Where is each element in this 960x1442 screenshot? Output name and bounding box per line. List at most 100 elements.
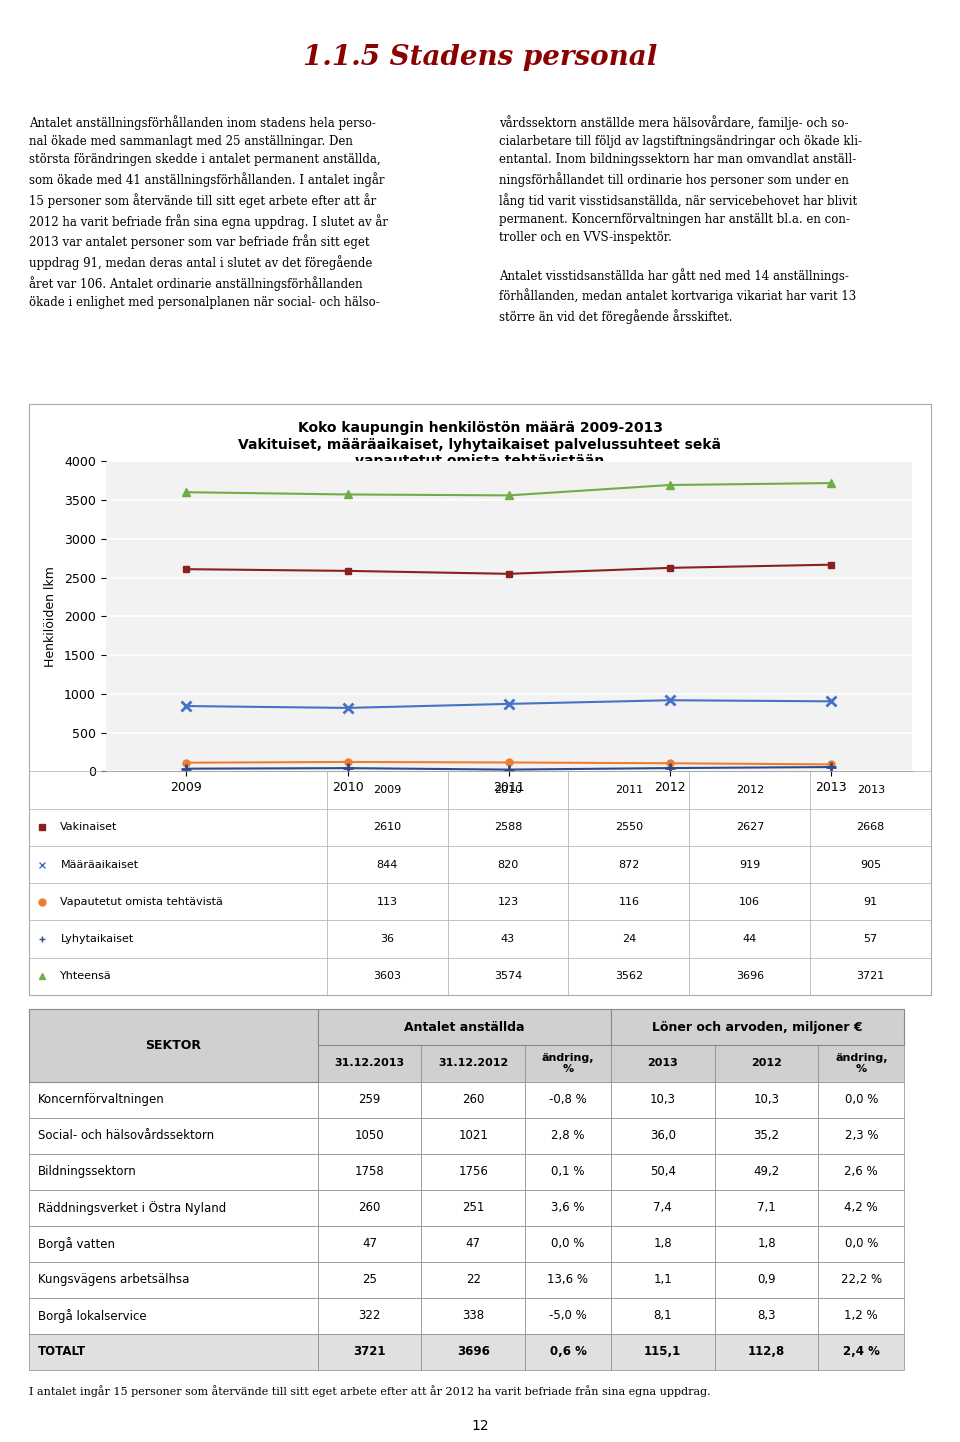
Text: 3721: 3721	[856, 972, 885, 982]
Bar	[29, 1262, 318, 1298]
Bar	[29, 1190, 318, 1226]
Text: 47: 47	[362, 1237, 377, 1250]
Bar	[818, 1082, 904, 1118]
Bar	[611, 1154, 714, 1190]
Text: 36: 36	[380, 934, 394, 945]
Bar	[818, 1190, 904, 1226]
Text: Bildningssektorn: Bildningssektorn	[37, 1165, 136, 1178]
Text: 0,1 %: 0,1 %	[551, 1165, 585, 1178]
Bar	[29, 1334, 318, 1370]
Bar	[714, 1334, 818, 1370]
Text: 2,3 %: 2,3 %	[845, 1129, 878, 1142]
Text: 2010: 2010	[493, 784, 522, 795]
Text: 25: 25	[362, 1273, 377, 1286]
Text: 106: 106	[739, 897, 760, 907]
Text: 2,4 %: 2,4 %	[843, 1345, 879, 1358]
Bar	[318, 1262, 421, 1298]
Bar	[714, 1298, 818, 1334]
Text: 8,3: 8,3	[757, 1309, 776, 1322]
Bar	[611, 1298, 714, 1334]
Text: 844: 844	[376, 859, 397, 870]
Text: Yhteensä: Yhteensä	[60, 972, 112, 982]
Bar	[714, 1045, 818, 1082]
Text: 2012: 2012	[751, 1058, 782, 1069]
Text: 1050: 1050	[354, 1129, 384, 1142]
Text: -5,0 %: -5,0 %	[549, 1309, 587, 1322]
Text: 1,2 %: 1,2 %	[845, 1309, 878, 1322]
Text: 0,6 %: 0,6 %	[549, 1345, 587, 1358]
Bar	[818, 1009, 904, 1045]
Text: Koncernförvaltningen: Koncernförvaltningen	[37, 1093, 164, 1106]
Text: Vakinaiset: Vakinaiset	[60, 822, 118, 832]
Text: I antalet ingår 15 personer som återvände till sitt eget arbete efter att år 201: I antalet ingår 15 personer som återvänd…	[29, 1386, 710, 1397]
Text: Borgå lokalservice: Borgå lokalservice	[37, 1309, 147, 1322]
Bar	[29, 1009, 318, 1082]
Text: Antalet anställningsförhållanden inom stadens hela perso-
nal ökade med sammanla: Antalet anställningsförhållanden inom st…	[29, 115, 388, 309]
Bar	[525, 1298, 611, 1334]
Bar	[714, 1082, 818, 1118]
Bar	[714, 1009, 818, 1045]
Bar	[318, 1298, 421, 1334]
Text: 7,4: 7,4	[654, 1201, 672, 1214]
Text: 2013: 2013	[856, 784, 885, 795]
Bar	[818, 1045, 904, 1082]
Bar	[318, 1009, 611, 1045]
Text: 3721: 3721	[353, 1345, 386, 1358]
Text: Social- och hälsovårdssektorn: Social- och hälsovårdssektorn	[37, 1129, 214, 1142]
Bar	[714, 1226, 818, 1262]
Text: 2012: 2012	[735, 784, 764, 795]
Text: 57: 57	[864, 934, 877, 945]
Text: 10,3: 10,3	[650, 1093, 676, 1106]
Text: 3696: 3696	[735, 972, 764, 982]
Text: 2668: 2668	[856, 822, 885, 832]
Text: 260: 260	[358, 1201, 381, 1214]
Bar	[611, 1118, 714, 1154]
Text: 3,6 %: 3,6 %	[551, 1201, 585, 1214]
Bar	[421, 1226, 525, 1262]
Bar	[611, 1009, 904, 1045]
Bar	[421, 1190, 525, 1226]
Bar	[611, 1190, 714, 1226]
Bar	[29, 1298, 318, 1334]
Text: 259: 259	[358, 1093, 381, 1106]
Text: 24: 24	[622, 934, 636, 945]
Text: 116: 116	[618, 897, 639, 907]
Text: Kungsvägens arbetsälhsa: Kungsvägens arbetsälhsa	[37, 1273, 189, 1286]
Bar	[29, 1154, 318, 1190]
Text: 3562: 3562	[614, 972, 643, 982]
Text: 0,0 %: 0,0 %	[551, 1237, 585, 1250]
Bar	[29, 1009, 318, 1045]
Text: 31.12.2013: 31.12.2013	[334, 1058, 404, 1069]
Text: 2,6 %: 2,6 %	[845, 1165, 878, 1178]
Text: Räddningsverket i Östra Nyland: Räddningsverket i Östra Nyland	[37, 1201, 226, 1214]
Text: 1.1.5 Stadens personal: 1.1.5 Stadens personal	[302, 45, 658, 71]
Text: 919: 919	[739, 859, 760, 870]
Bar	[318, 1045, 421, 1082]
Text: 1756: 1756	[458, 1165, 489, 1178]
Text: 1,1: 1,1	[654, 1273, 672, 1286]
Text: 91: 91	[864, 897, 877, 907]
Text: Koko kaupungin henkilöstön määrä 2009-2013
Vakituiset, määräaikaiset, lyhytaikai: Koko kaupungin henkilöstön määrä 2009-20…	[238, 421, 722, 467]
Bar	[29, 1045, 318, 1082]
Text: 3696: 3696	[457, 1345, 490, 1358]
Text: 905: 905	[860, 859, 881, 870]
Text: 7,1: 7,1	[757, 1201, 776, 1214]
Text: Borgå vatten: Borgå vatten	[37, 1237, 115, 1250]
Bar	[525, 1226, 611, 1262]
Text: 8,1: 8,1	[654, 1309, 672, 1322]
Text: 113: 113	[376, 897, 397, 907]
Text: 2627: 2627	[735, 822, 764, 832]
Text: 0,0 %: 0,0 %	[845, 1093, 878, 1106]
Bar	[421, 1262, 525, 1298]
Text: SEKTOR: SEKTOR	[145, 1038, 202, 1053]
Bar	[611, 1334, 714, 1370]
Bar	[525, 1009, 611, 1045]
Bar	[318, 1082, 421, 1118]
Text: 338: 338	[462, 1309, 484, 1322]
Bar	[611, 1262, 714, 1298]
Bar	[318, 1190, 421, 1226]
Text: 872: 872	[618, 859, 639, 870]
Bar	[714, 1154, 818, 1190]
Text: 10,3: 10,3	[754, 1093, 780, 1106]
Bar	[714, 1190, 818, 1226]
